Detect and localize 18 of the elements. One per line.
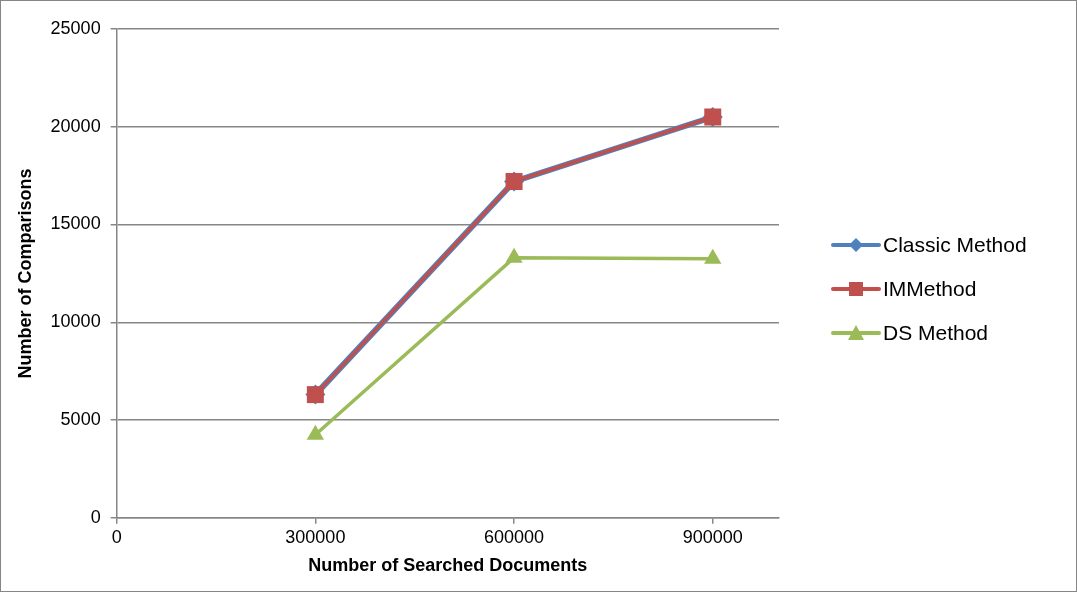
legend-label: DS Method [883, 321, 989, 345]
y-tick-label: 10000 [50, 311, 101, 332]
point [306, 424, 325, 440]
point [704, 248, 722, 264]
point [505, 247, 523, 263]
y-axis-title: Number of Comparisons [14, 168, 35, 379]
x-tick-label: 900000 [682, 526, 743, 547]
legend-label: IMMethod [883, 277, 977, 301]
y-tick-label: 25000 [50, 17, 101, 38]
y-tick-label: 20000 [50, 115, 101, 136]
x-tick-label: 600000 [484, 526, 545, 547]
legend-label: Classic Method [883, 233, 1027, 257]
x-tick-label: 0 [111, 526, 122, 547]
y-tick-label: 0 [90, 506, 101, 527]
x-axis-title: Number of Searched Documents [308, 555, 588, 576]
x-tick-label: 300000 [285, 526, 346, 547]
y-tick-label: 5000 [60, 409, 101, 430]
y-tick-label: 15000 [50, 213, 101, 234]
